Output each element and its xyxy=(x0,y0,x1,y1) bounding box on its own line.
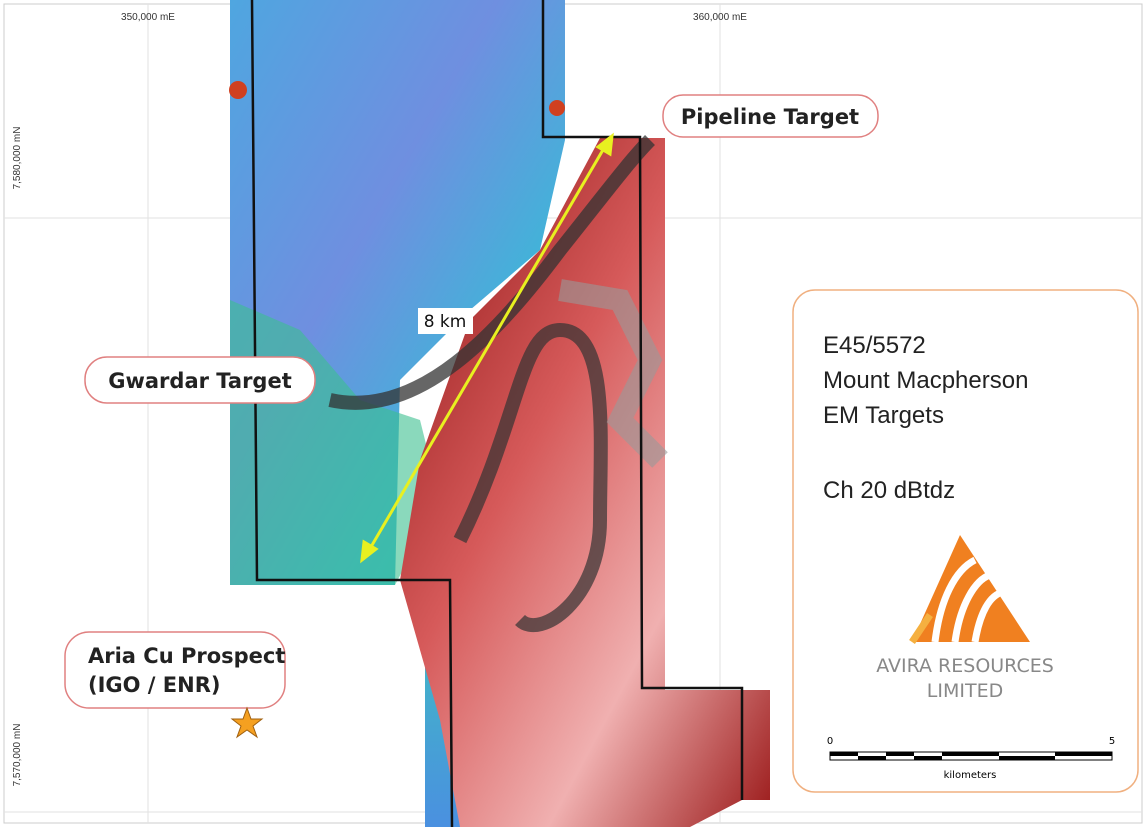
tenement-boundary xyxy=(250,0,744,827)
grid-label: 360,000 mE xyxy=(693,12,747,23)
company-name: LIMITED xyxy=(927,680,1003,702)
company-name: AVIRA RESOURCES xyxy=(876,655,1054,677)
callout xyxy=(662,94,879,138)
callout xyxy=(84,356,316,404)
scale-unit: kilometers xyxy=(944,770,997,781)
legend-text: E45/5572 xyxy=(823,332,926,359)
company-logo xyxy=(909,535,1030,644)
legend-text: EM Targets xyxy=(823,402,944,429)
prospect-star xyxy=(230,706,264,739)
callout xyxy=(64,631,286,709)
distance-label-box xyxy=(418,308,473,334)
legend-text: Mount Macpherson xyxy=(823,367,1028,394)
scale-label: 0 xyxy=(827,736,833,747)
callout-text: Aria Cu Prospect xyxy=(88,644,285,668)
legend-box xyxy=(792,289,1139,793)
distance-label: 8 km xyxy=(424,312,467,332)
distance-arrow xyxy=(360,132,614,564)
callout-text: (IGO / ENR) xyxy=(88,673,220,697)
grid-label: 7,570,000 mN xyxy=(12,724,23,787)
scale-label: 5 xyxy=(1109,736,1115,747)
legend-text: Ch 20 dBtdz xyxy=(823,477,955,504)
callout-text: Gwardar Target xyxy=(108,369,292,393)
grid-label: 7,580,000 mN xyxy=(12,127,23,190)
callout-text: Pipeline Target xyxy=(681,105,859,129)
scale-bar xyxy=(829,751,1113,761)
grid-label: 350,000 mE xyxy=(121,12,175,23)
